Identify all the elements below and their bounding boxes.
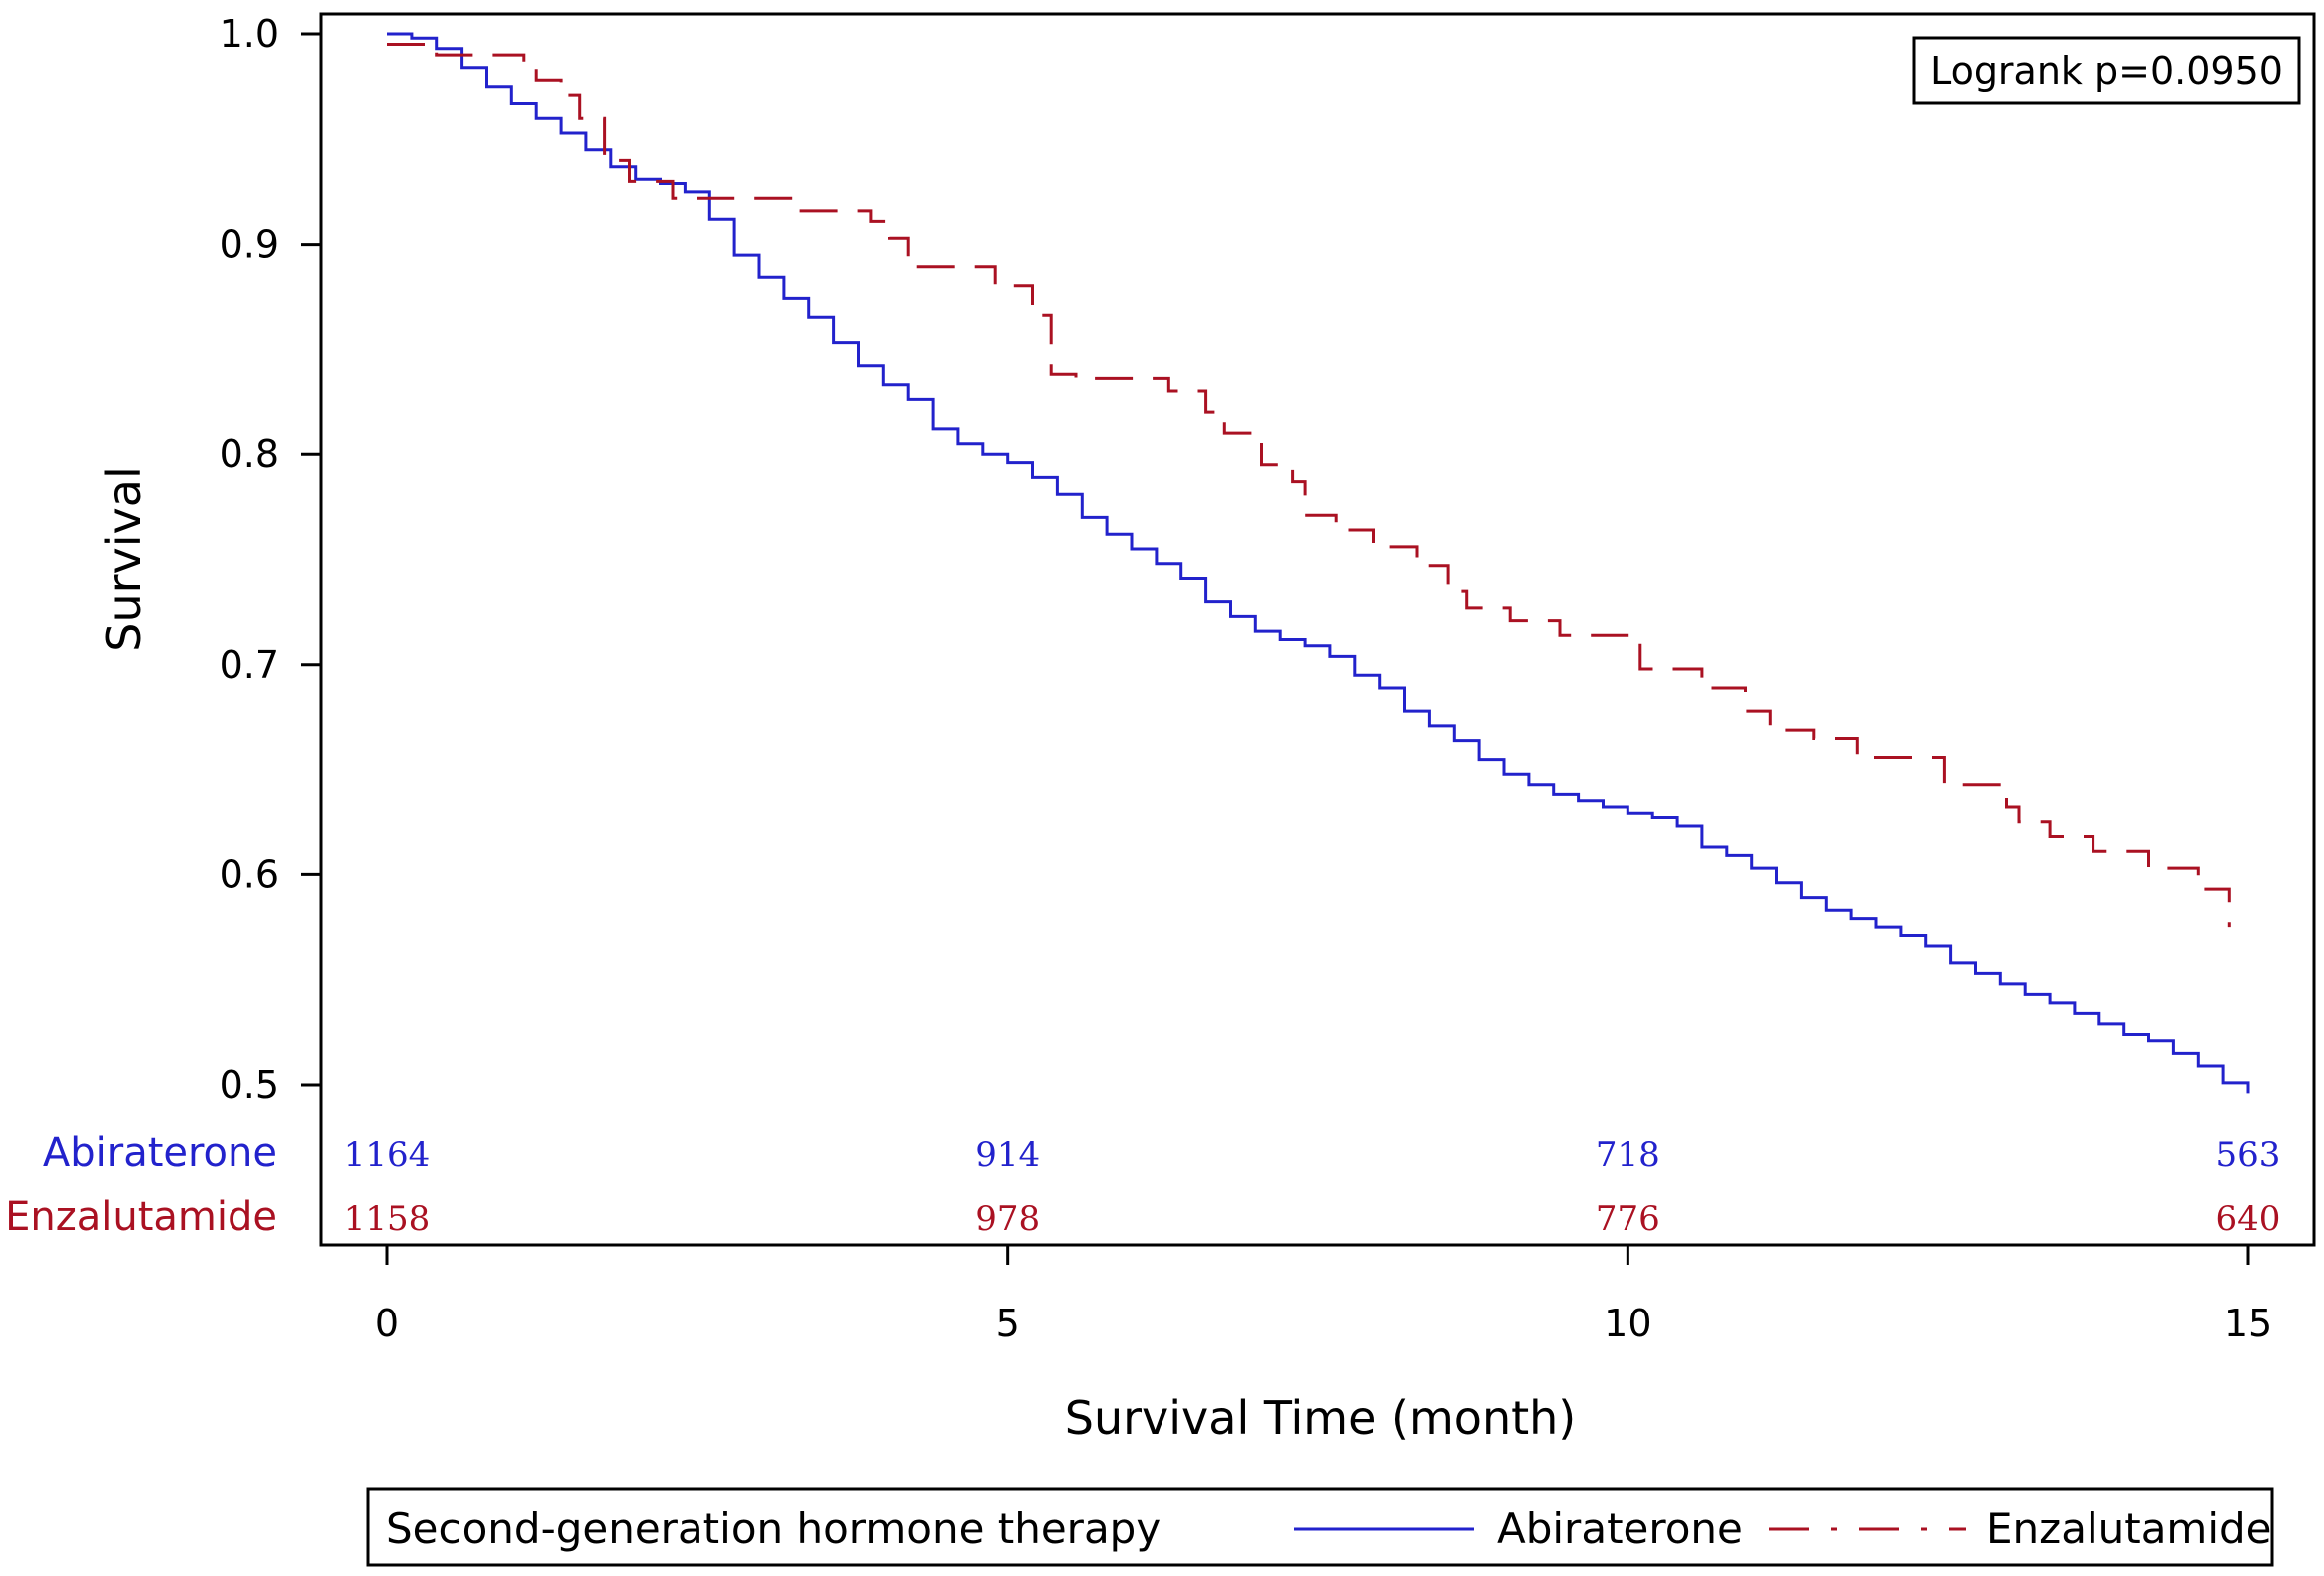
- y-tick-label: 0.6: [220, 852, 279, 896]
- y-tick-label: 0.9: [220, 223, 279, 266]
- curve-enzalutamide: [387, 43, 2231, 928]
- y-tick-label: 0.5: [220, 1063, 279, 1107]
- risk-value-abiraterone: 718: [1596, 1135, 1660, 1175]
- logrank-box: [1912, 36, 2301, 105]
- y-tick-label: 0.7: [220, 643, 279, 687]
- legend: Second-generation hormone therapy Abirat…: [366, 1487, 2274, 1567]
- risk-row-label-enzalutamide: Enzalutamide: [5, 1194, 277, 1240]
- x-tick-label: 5: [996, 1302, 1020, 1345]
- risk-value-enzalutamide: 1158: [344, 1199, 431, 1239]
- plot-frame: [319, 12, 2316, 1247]
- legend-label-abiraterone: Abiraterone: [1497, 1504, 1743, 1553]
- risk-table: Abiraterone 1164 914 718 563 Enzalutamide 1158…: [5, 1130, 2280, 1240]
- x-axis-title: Survival Time (month): [1065, 1391, 1576, 1445]
- legend-title: Second-generation hormone therapy: [386, 1504, 1161, 1553]
- x-tick-label: 10: [1604, 1302, 1651, 1345]
- risk-row-label-abiraterone: Abiraterone: [43, 1130, 277, 1176]
- risk-value-enzalutamide: 776: [1596, 1199, 1660, 1239]
- risk-value-abiraterone: 1164: [344, 1135, 431, 1175]
- risk-value-enzalutamide: 978: [975, 1199, 1040, 1239]
- logrank-text: Logrank p=0.0950: [1930, 49, 2283, 93]
- x-tick-label: 15: [2224, 1302, 2272, 1345]
- x-axis: 0 5 10 15: [375, 1245, 2272, 1345]
- y-axis: 0.5 0.6 0.7 0.8 0.9 1.0: [220, 12, 321, 1107]
- risk-value-abiraterone: 914: [975, 1135, 1040, 1175]
- legend-box: [366, 1487, 2274, 1567]
- risk-value-abiraterone: 563: [2216, 1135, 2281, 1175]
- y-tick-label: 0.8: [220, 432, 279, 476]
- legend-label-enzalutamide: Enzalutamide: [1986, 1504, 2272, 1553]
- risk-value-enzalutamide: 640: [2216, 1199, 2281, 1239]
- y-tick-label: 1.0: [220, 12, 279, 56]
- logrank-annotation: Logrank p=0.0950: [1912, 36, 2301, 105]
- y-axis-title: Survival: [97, 466, 151, 651]
- x-tick-label: 0: [375, 1302, 399, 1345]
- series-layer: [387, 32, 2250, 1094]
- curve-abiraterone: [387, 32, 2250, 1094]
